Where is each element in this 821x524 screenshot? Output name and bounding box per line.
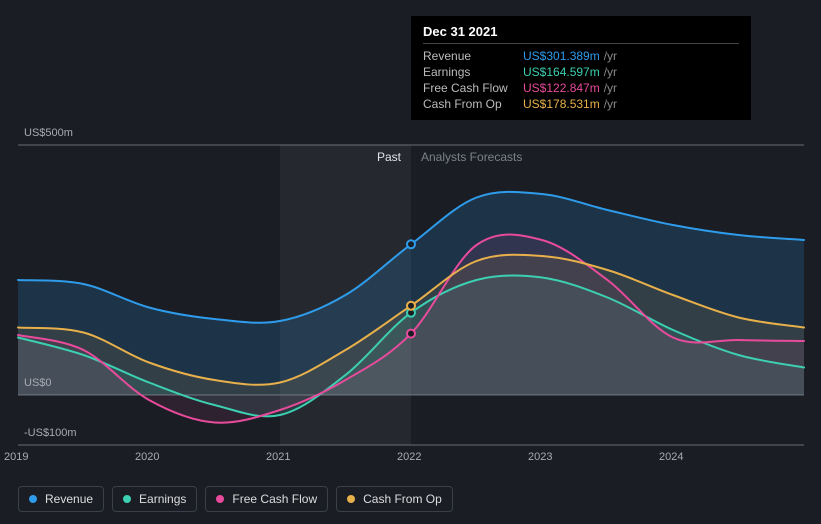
tooltip-row-value: US$122.847m <box>523 81 600 95</box>
tooltip-row: Free Cash FlowUS$122.847m/yr <box>423 80 739 96</box>
legend-item-earnings[interactable]: Earnings <box>112 486 197 512</box>
tooltip-row-value: US$301.389m <box>523 49 600 63</box>
legend-item-label: Free Cash Flow <box>232 492 317 506</box>
financials-chart: Dec 31 2021 RevenueUS$301.389m/yrEarning… <box>0 0 821 524</box>
hover-tooltip: Dec 31 2021 RevenueUS$301.389m/yrEarning… <box>411 16 751 120</box>
x-axis-label: 2021 <box>266 451 290 463</box>
tooltip-row: Cash From OpUS$178.531m/yr <box>423 96 739 112</box>
tooltip-row: RevenueUS$301.389m/yr <box>423 48 739 64</box>
tooltip-row-unit: /yr <box>604 49 617 63</box>
hover-marker-revenue <box>407 240 415 248</box>
legend-swatch-icon <box>123 495 131 503</box>
tooltip-row-label: Revenue <box>423 49 523 63</box>
tooltip-row-label: Cash From Op <box>423 97 523 111</box>
tooltip-row-label: Free Cash Flow <box>423 81 523 95</box>
legend-swatch-icon <box>29 495 37 503</box>
x-axis-label: 2023 <box>528 451 552 463</box>
x-axis-label: 2019 <box>4 451 28 463</box>
chart-legend: Revenue Earnings Free Cash Flow Cash From O… <box>18 486 453 512</box>
tooltip-row-unit: /yr <box>604 65 617 79</box>
y-axis-label: US$500m <box>24 127 73 139</box>
tooltip-row-unit: /yr <box>604 81 617 95</box>
y-axis-label: US$0 <box>24 377 52 389</box>
tooltip-row-label: Earnings <box>423 65 523 79</box>
legend-item-label: Revenue <box>45 492 93 506</box>
hover-marker-fcf <box>407 330 415 338</box>
legend-item-label: Cash From Op <box>363 492 442 506</box>
past-section-label: Past <box>377 150 401 164</box>
y-axis-label: -US$100m <box>24 427 77 439</box>
forecast-section-label: Analysts Forecasts <box>421 150 522 164</box>
tooltip-date: Dec 31 2021 <box>423 24 739 44</box>
legend-swatch-icon <box>347 495 355 503</box>
tooltip-row: EarningsUS$164.597m/yr <box>423 64 739 80</box>
x-axis-label: 2020 <box>135 451 159 463</box>
tooltip-row-value: US$178.531m <box>523 97 600 111</box>
tooltip-row-value: US$164.597m <box>523 65 600 79</box>
x-axis-label: 2024 <box>659 451 683 463</box>
legend-item-label: Earnings <box>139 492 186 506</box>
legend-item-fcf[interactable]: Free Cash Flow <box>205 486 328 512</box>
legend-item-cfo[interactable]: Cash From Op <box>336 486 453 512</box>
tooltip-row-unit: /yr <box>604 97 617 111</box>
hover-marker-cfo <box>407 302 415 310</box>
x-axis-label: 2022 <box>397 451 421 463</box>
legend-item-revenue[interactable]: Revenue <box>18 486 104 512</box>
legend-swatch-icon <box>216 495 224 503</box>
